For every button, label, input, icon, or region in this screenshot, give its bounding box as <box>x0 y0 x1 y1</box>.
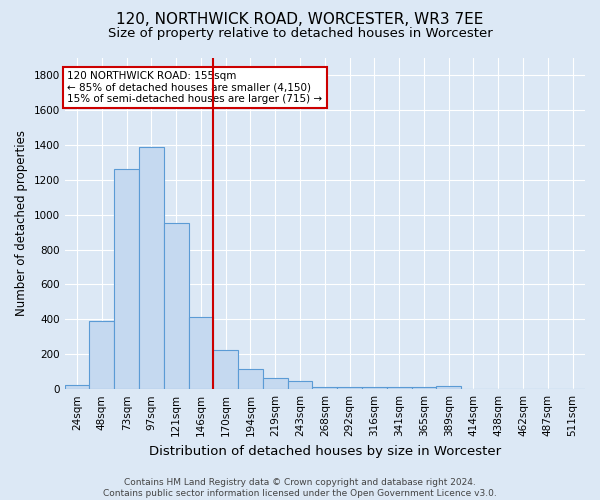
Bar <box>214 350 238 389</box>
Text: Size of property relative to detached houses in Worcester: Size of property relative to detached ho… <box>107 28 493 40</box>
Bar <box>362 388 387 389</box>
Bar <box>287 381 313 389</box>
Bar <box>164 224 188 389</box>
Bar <box>139 146 164 389</box>
Bar <box>188 316 214 389</box>
Bar <box>313 386 337 389</box>
X-axis label: Distribution of detached houses by size in Worcester: Distribution of detached houses by size … <box>149 444 501 458</box>
Bar <box>114 169 139 389</box>
Bar <box>387 388 412 389</box>
Bar <box>263 378 287 389</box>
Text: 120, NORTHWICK ROAD, WORCESTER, WR3 7EE: 120, NORTHWICK ROAD, WORCESTER, WR3 7EE <box>116 12 484 28</box>
Bar <box>89 321 114 389</box>
Bar <box>412 388 436 389</box>
Bar <box>337 388 362 389</box>
Text: 120 NORTHWICK ROAD: 155sqm
← 85% of detached houses are smaller (4,150)
15% of s: 120 NORTHWICK ROAD: 155sqm ← 85% of deta… <box>67 71 322 104</box>
Bar <box>436 386 461 389</box>
Bar <box>65 385 89 389</box>
Text: Contains HM Land Registry data © Crown copyright and database right 2024.
Contai: Contains HM Land Registry data © Crown c… <box>103 478 497 498</box>
Bar <box>238 369 263 389</box>
Y-axis label: Number of detached properties: Number of detached properties <box>15 130 28 316</box>
